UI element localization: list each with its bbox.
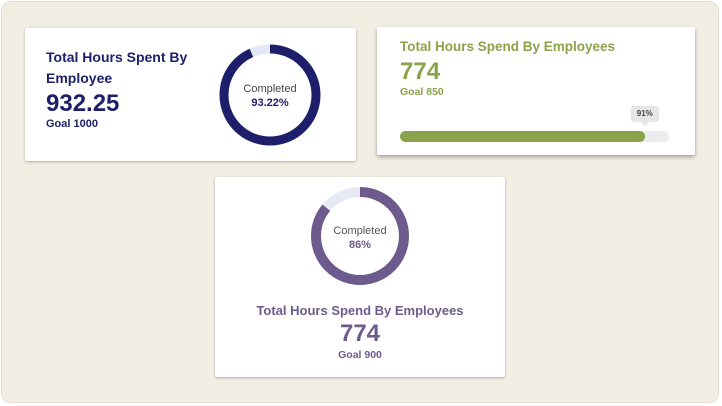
hours-spent-card: Total Hours Spent By Employee 932.25 Goa… [25, 28, 356, 161]
hours-value: 774 [339, 320, 381, 347]
progress-tooltip: 91% [630, 106, 659, 126]
card-title: Total Hours Spend By Employees [400, 39, 616, 54]
hours-goal-card: Completed 86% Total Hours Spend By Emplo… [215, 177, 505, 377]
donut-progress [219, 44, 321, 146]
completion-donut: Completed 93.22% [219, 44, 321, 146]
progress-track [400, 131, 669, 142]
donut-percent: 93.22% [251, 97, 289, 109]
completion-donut: Completed 86% [311, 187, 409, 285]
goal-text: Goal 900 [338, 349, 382, 361]
goal-text: Goal 1000 [46, 118, 98, 130]
hours-value: 932.25 [46, 90, 120, 117]
donut-percent: 86% [349, 239, 371, 251]
card-title: Total Hours Spent By Employee [46, 49, 188, 86]
progress-fill [400, 131, 645, 142]
donut-progress [311, 187, 409, 285]
hours-value: 774 [400, 58, 441, 85]
hours-progress-card: Total Hours Spend By Employees 774 Goal … [377, 27, 695, 155]
card-title: Total Hours Spend By Employees [256, 303, 464, 318]
goal-text: Goal 850 [400, 86, 444, 98]
donut-label: Completed [333, 225, 386, 237]
donut-label: Completed [243, 83, 296, 95]
